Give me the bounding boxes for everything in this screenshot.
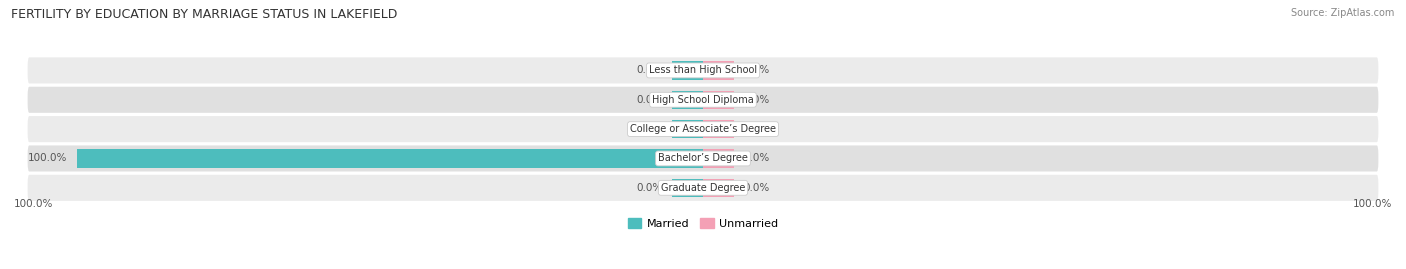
FancyBboxPatch shape [27, 115, 1379, 143]
Text: 0.0%: 0.0% [744, 65, 770, 75]
FancyBboxPatch shape [27, 56, 1379, 84]
Bar [77, 149, 703, 168]
Bar [703, 149, 734, 168]
Bar [703, 179, 734, 197]
Text: 0.0%: 0.0% [636, 124, 662, 134]
Text: Less than High School: Less than High School [650, 65, 756, 75]
Text: 0.0%: 0.0% [744, 183, 770, 193]
Text: 0.0%: 0.0% [744, 95, 770, 105]
Text: Source: ZipAtlas.com: Source: ZipAtlas.com [1291, 8, 1395, 18]
Bar [703, 91, 734, 109]
Text: 0.0%: 0.0% [744, 124, 770, 134]
Text: Graduate Degree: Graduate Degree [661, 183, 745, 193]
Bar [672, 179, 703, 197]
Bar [703, 61, 734, 80]
Text: High School Diploma: High School Diploma [652, 95, 754, 105]
Bar [672, 120, 703, 138]
Text: FERTILITY BY EDUCATION BY MARRIAGE STATUS IN LAKEFIELD: FERTILITY BY EDUCATION BY MARRIAGE STATU… [11, 8, 398, 21]
FancyBboxPatch shape [27, 174, 1379, 202]
Text: 100.0%: 100.0% [1353, 199, 1392, 209]
Text: 0.0%: 0.0% [744, 154, 770, 164]
FancyBboxPatch shape [27, 86, 1379, 114]
Text: 0.0%: 0.0% [636, 65, 662, 75]
Bar [672, 61, 703, 80]
Text: College or Associate’s Degree: College or Associate’s Degree [630, 124, 776, 134]
Bar [672, 91, 703, 109]
Text: Bachelor’s Degree: Bachelor’s Degree [658, 154, 748, 164]
Text: 0.0%: 0.0% [636, 183, 662, 193]
Text: 100.0%: 100.0% [28, 154, 67, 164]
Text: 100.0%: 100.0% [14, 199, 53, 209]
Bar [703, 120, 734, 138]
FancyBboxPatch shape [27, 144, 1379, 172]
Text: 0.0%: 0.0% [636, 95, 662, 105]
Legend: Married, Unmarried: Married, Unmarried [623, 214, 783, 233]
